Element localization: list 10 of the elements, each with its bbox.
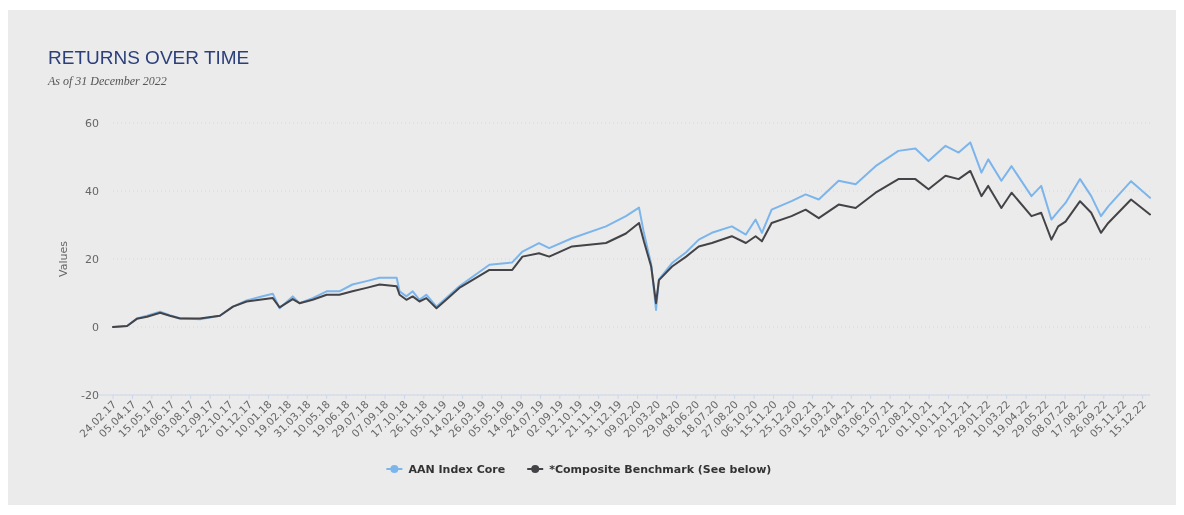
chart-title: RETURNS OVER TIME <box>48 47 250 68</box>
y-tick-label: 0 <box>92 321 99 334</box>
y-tick-label: 60 <box>85 117 99 130</box>
y-tick-label: -20 <box>81 389 99 402</box>
legend-label: AAN Index Core <box>408 463 506 476</box>
y-tick-label: 40 <box>85 185 99 198</box>
legend-label: *Composite Benchmark (See below) <box>549 463 772 476</box>
y-tick-label: 20 <box>85 253 99 266</box>
chart-subtitle: As of 31 December 2022 <box>47 74 167 88</box>
y-axis-title: Values <box>57 240 70 277</box>
